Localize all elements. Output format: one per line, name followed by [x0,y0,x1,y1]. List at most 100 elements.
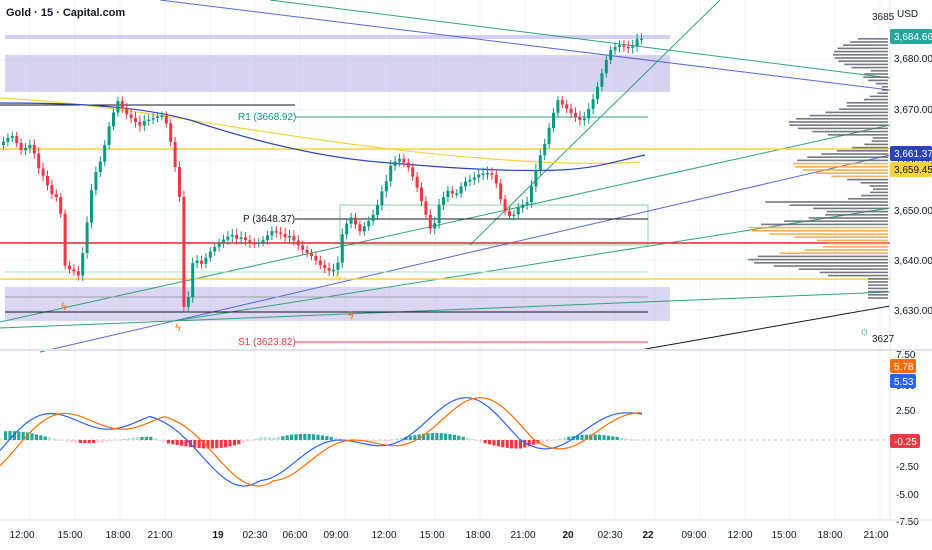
candle[interactable] [587,109,591,119]
mid-box[interactable] [339,204,649,246]
candle[interactable] [516,207,520,215]
candlestick-series[interactable] [2,33,643,313]
candle[interactable] [582,118,586,121]
candle[interactable] [59,197,63,214]
candle[interactable] [512,214,516,217]
candle[interactable] [362,226,366,232]
candle[interactable] [569,108,573,113]
candle[interactable] [626,46,630,49]
candle[interactable] [191,263,195,298]
candle[interactable] [384,181,388,192]
candle[interactable] [609,50,613,60]
candle[interactable] [556,100,560,113]
candle[interactable] [481,173,485,176]
candle[interactable] [490,173,494,175]
candle[interactable] [499,183,503,200]
candle[interactable] [164,115,168,124]
candle[interactable] [142,120,146,126]
candle[interactable] [459,186,463,194]
candle[interactable] [76,271,80,276]
trend-lines[interactable] [0,0,891,353]
signal-line[interactable] [0,396,643,487]
candle[interactable] [411,167,415,177]
candle[interactable] [521,204,525,208]
candle[interactable] [622,45,626,47]
candle[interactable] [389,165,393,182]
candle[interactable] [274,231,278,233]
candle[interactable] [398,158,401,162]
last-price-tag[interactable] [890,29,932,44]
flash-icon[interactable]: ϟ [335,272,341,284]
candle[interactable] [252,242,256,245]
candle[interactable] [323,264,327,269]
candle[interactable] [54,193,58,198]
candle[interactable] [195,260,199,264]
candle[interactable] [37,153,41,169]
candle[interactable] [222,239,225,244]
candle[interactable] [354,217,357,225]
candle[interactable] [402,158,406,163]
flash-icon[interactable]: ϟ [175,322,181,334]
candle[interactable] [103,145,107,162]
candle[interactable] [112,112,115,127]
candle[interactable] [327,268,331,271]
candle[interactable] [494,174,498,184]
candle[interactable] [393,161,397,166]
candle[interactable] [283,233,287,238]
candle[interactable] [182,196,186,307]
resistance-zone[interactable] [5,55,670,92]
candle[interactable] [94,172,98,191]
candle[interactable] [151,118,155,120]
candle[interactable] [147,119,151,122]
candle[interactable] [530,186,533,203]
candle[interactable] [208,251,212,258]
candle[interactable] [270,231,274,236]
candle[interactable] [340,234,344,263]
candle[interactable] [552,112,555,128]
candle[interactable] [248,240,252,243]
candle[interactable] [2,141,5,145]
candle[interactable] [138,121,142,126]
candle[interactable] [314,256,318,261]
candle[interactable] [591,99,595,110]
candle[interactable] [565,104,569,109]
time-axis[interactable]: 12:00 15:00 18:00 21:00 19 02:30 06:00 09:00 12:… [9,530,888,541]
candle[interactable] [503,199,507,212]
candle[interactable] [296,240,300,246]
candle[interactable] [560,100,564,105]
resistance-zone-top[interactable] [5,35,670,39]
candle[interactable] [15,135,19,144]
candle[interactable] [538,155,542,170]
candle[interactable] [41,168,45,176]
price-tag-blue[interactable] [890,146,932,161]
candle[interactable] [508,211,511,216]
candle[interactable] [160,115,164,118]
candle[interactable] [226,236,230,240]
candle[interactable] [178,166,181,197]
candle[interactable] [292,236,296,241]
candle[interactable] [437,204,441,224]
candle[interactable] [380,191,384,206]
candle[interactable] [433,223,437,229]
candle[interactable] [406,162,410,168]
candle[interactable] [464,181,467,187]
candle[interactable] [156,116,159,119]
candle[interactable] [120,101,124,109]
candle[interactable] [534,169,538,187]
candle[interactable] [376,205,379,215]
flash-icon[interactable]: ϟ [348,310,354,322]
candle[interactable] [186,297,190,307]
candle[interactable] [428,214,432,229]
candle[interactable] [450,190,454,194]
candle[interactable] [446,190,450,198]
candle[interactable] [217,243,221,248]
candle[interactable] [472,177,476,180]
candle[interactable] [90,190,93,223]
candle[interactable] [204,257,208,264]
hist-tag[interactable] [890,434,920,448]
signal-tag[interactable] [890,374,916,388]
candle[interactable] [596,86,599,100]
candle[interactable] [19,143,23,151]
candle[interactable] [578,116,582,121]
